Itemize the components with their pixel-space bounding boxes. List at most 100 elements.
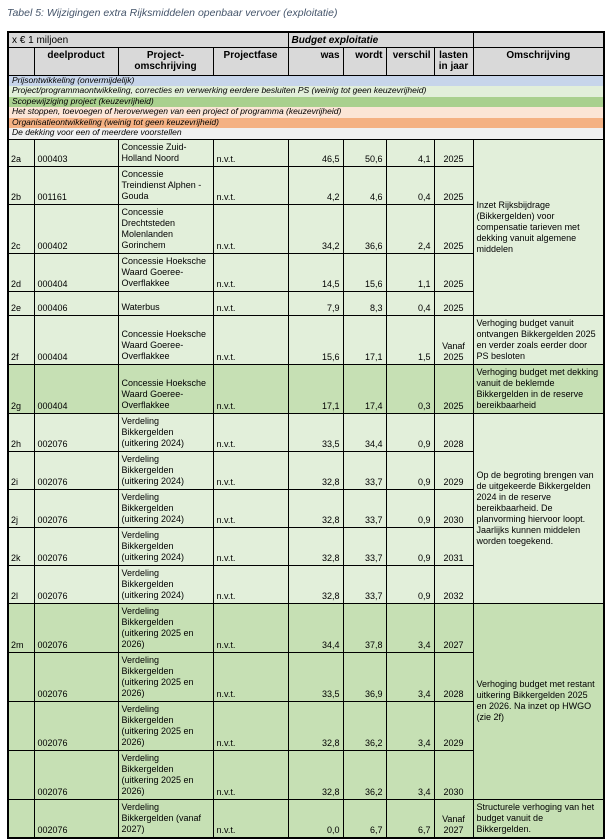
cell-projectfase: n.v.t. [212, 252, 289, 292]
cell-wordt: 33,7 [342, 564, 387, 604]
cell-lasten-in-jaar: 2030 [433, 749, 474, 800]
cell-deelproduct: 000403 [33, 138, 119, 167]
table-title: Tabel 5: Wijzigingen extra Rijksmiddelen… [7, 7, 338, 19]
header-group-row: x € 1 miljoen Budget exploitatie [7, 31, 605, 48]
cell-was: 34,2 [287, 203, 344, 254]
col-rowlabel [7, 46, 35, 76]
cell-wordt: 36,2 [342, 700, 387, 751]
cell-wordt: 33,7 [342, 488, 387, 528]
cell-verschil: 4,1 [385, 138, 435, 167]
cell-omschrijving: Verhoging budget met dekking vanuit de b… [472, 363, 605, 414]
cell-wordt: 36,6 [342, 203, 387, 254]
cell-was: 0,0 [287, 798, 344, 838]
cell-projectfase: n.v.t. [212, 564, 289, 604]
cell-verschil: 0,4 [385, 165, 435, 205]
cell-project-omschrijving: Verdeling Bikkergelden (uitkering 2025 e… [117, 602, 214, 653]
legend-label: Prijsontwikkeling (onvermijdelijk) [7, 75, 605, 86]
legend-label: Scopewijziging project (keuzevrijheid) [7, 96, 605, 107]
cell-projectfase: n.v.t. [212, 602, 289, 653]
budget-exploitatie-header: Budget exploitatie [287, 31, 474, 48]
cell-row-id: 2f [7, 314, 35, 365]
cell-lasten-in-jaar: 2025 [433, 203, 474, 254]
cell-project-omschrijving: Concessie Drechtsteden Molenlanden Gorin… [117, 203, 214, 254]
col-project-omschrijving: Project-omschrijving [117, 46, 214, 76]
cell-verschil: 3,4 [385, 651, 435, 702]
cell-projectfase: n.v.t. [212, 165, 289, 205]
cell-wordt: 6,7 [342, 798, 387, 838]
cell-deelproduct: 002076 [33, 412, 119, 452]
cell-lasten-in-jaar: 2025 [433, 290, 474, 316]
cell-verschil: 0,9 [385, 412, 435, 452]
table-row: 2k 002076 Verdeling Bikkergelden (uitkerin… [7, 526, 604, 566]
table-row: 002076 Verdeling Bikkergelden (vanaf 2027… [7, 798, 605, 838]
cell-projectfase: n.v.t. [212, 363, 289, 414]
col-projectfase: Projectfase [212, 46, 289, 76]
cell-row-id: 2d [7, 252, 35, 292]
cell-project-omschrijving: Verdeling Bikkergelden (uitkering 2024) [117, 412, 214, 452]
cell-was: 32,8 [287, 526, 344, 566]
table-row: 2i 002076 Verdeling Bikkergelden (uitkerin… [7, 450, 604, 490]
table-row: 2l 002076 Verdeling Bikkergelden (uitkerin… [7, 564, 604, 604]
table-row: 2b 001161 Concessie Treindienst Alphen - G… [7, 165, 604, 205]
cell-verschil: 0,9 [385, 526, 435, 566]
cell-verschil: 3,4 [385, 749, 435, 800]
col-omschrijving: Omschrijving [472, 46, 605, 76]
table-row: 2c 000402 Concessie Drechtsteden Molenland… [7, 203, 604, 254]
cell-deelproduct: 000404 [33, 252, 119, 292]
cell-verschil: 3,4 [385, 700, 435, 751]
cell-row-id: 2b [7, 165, 35, 205]
cell-project-omschrijving: Verdeling Bikkergelden (uitkering 2025 e… [117, 749, 214, 800]
cell-was: 4,2 [287, 165, 344, 205]
cell-row-id: 2i [7, 450, 35, 490]
cell-lasten-in-jaar: 2030 [433, 488, 474, 528]
cell-project-omschrijving: Concessie Hoeksche Waard Goeree-Overflak… [117, 314, 214, 365]
cell-omschrijving: Verhoging budget met restant uitkering B… [472, 602, 605, 800]
cell-omschrijving: Inzet Rijksbijdrage (Bikkergelden) voor … [472, 138, 605, 316]
legend-section: Prijsontwikkeling (onvermijdelijk) Projec… [7, 75, 605, 139]
cell-project-omschrijving: Concessie Hoeksche Waard Goeree-Overflak… [117, 363, 214, 414]
cell-deelproduct: 002076 [33, 450, 119, 490]
cell-row-id: 2k [7, 526, 35, 566]
cell-deelproduct: 002076 [33, 798, 119, 838]
table-row: 002076 Verdeling Bikkergelden (uitkering … [7, 749, 604, 800]
cell-lasten-in-jaar: 2025 [433, 252, 474, 292]
cell-deelproduct: 000402 [33, 203, 119, 254]
cell-wordt: 8,3 [342, 290, 387, 316]
legend-row: Scopewijziging project (keuzevrijheid) [7, 96, 605, 107]
cell-was: 32,8 [287, 700, 344, 751]
legend-row: Project/programmaontwikkeling, correctie… [7, 86, 605, 97]
cell-wordt: 17,1 [342, 314, 387, 365]
table-row: 2a 000403 Concessie Zuid-Holland Noord n.v.… [7, 138, 605, 316]
cell-wordt: 33,7 [342, 526, 387, 566]
cell-wordt: 17,4 [342, 363, 387, 414]
legend-row: Organisatieontwikkeling (weinig tot geen… [7, 117, 605, 128]
cell-row-id: 2h [7, 412, 35, 452]
legend-row: Het stoppen, toevoegen of heroverwegen v… [7, 107, 605, 118]
cell-omschrijving: Verhoging budget vanuit ontvangen Bikker… [472, 314, 605, 365]
cell-wordt: 34,4 [342, 412, 387, 452]
cell-wordt: 37,8 [342, 602, 387, 653]
table-row: 2d 000404 Concessie Hoeksche Waard Goeree-… [7, 252, 604, 292]
cell-project-omschrijving: Verdeling Bikkergelden (uitkering 2024) [117, 526, 214, 566]
legend-row: De dekking voor een of meerdere voorstel… [7, 128, 605, 139]
cell-was: 32,8 [287, 749, 344, 800]
cell-row-id [7, 749, 35, 800]
cell-row-id: 2g [7, 363, 35, 414]
cell-omschrijving: Op de begroting brengen van de uitgekeer… [472, 412, 605, 604]
cell-wordt: 4,6 [342, 165, 387, 205]
cell-was: 17,1 [287, 363, 344, 414]
cell-project-omschrijving: Verdeling Bikkergelden (uitkering 2024) [117, 564, 214, 604]
legend-label: Project/programmaontwikkeling, correctie… [7, 86, 605, 97]
cell-wordt: 50,6 [342, 138, 387, 167]
cell-was: 14,5 [287, 252, 344, 292]
cell-verschil: 6,7 [385, 798, 435, 838]
cell-projectfase: n.v.t. [212, 700, 289, 751]
cell-was: 34,4 [287, 602, 344, 653]
table-header: x € 1 miljoen Budget exploitatie deelpro… [7, 31, 605, 76]
cell-verschil: 2,4 [385, 203, 435, 254]
col-verschil: verschil [385, 46, 435, 76]
cell-row-id [7, 798, 35, 838]
cell-projectfase: n.v.t. [212, 526, 289, 566]
cell-verschil: 1,5 [385, 314, 435, 365]
cell-project-omschrijving: Concessie Hoeksche Waard Goeree-Overflak… [117, 252, 214, 292]
